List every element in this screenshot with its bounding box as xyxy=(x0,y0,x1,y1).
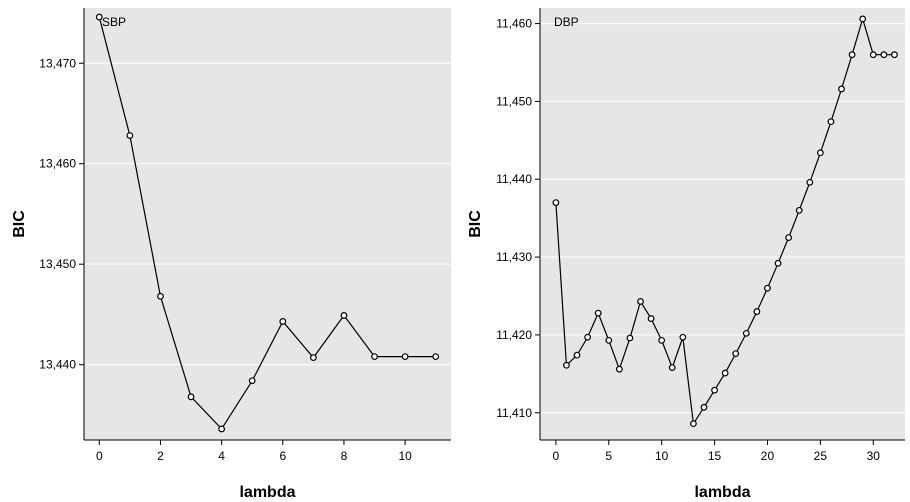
plot-area xyxy=(84,8,451,440)
data-point xyxy=(658,336,666,344)
data-point xyxy=(806,178,814,186)
y-tick-label: 13,460 xyxy=(39,157,76,171)
data-point xyxy=(563,361,570,369)
data-point xyxy=(753,308,761,315)
data-point xyxy=(248,377,256,385)
data-point xyxy=(626,334,634,342)
x-tick-label: 25 xyxy=(814,449,828,463)
x-tick-label: 0 xyxy=(96,449,103,463)
data-point xyxy=(218,425,226,433)
x-tick-label: 6 xyxy=(279,449,286,463)
data-point xyxy=(340,312,348,319)
data-point xyxy=(95,13,103,21)
x-tick-label: 4 xyxy=(218,449,225,463)
data-point xyxy=(552,199,560,206)
data-point xyxy=(690,420,697,428)
x-axis-label: lambda xyxy=(239,484,295,501)
data-point xyxy=(605,336,613,344)
data-point xyxy=(785,234,793,242)
chart-panel-sbp: 13,440 13,450 13,460 13,470 0 2 4 6 8 10 lambda BIC… xyxy=(11,8,451,501)
data-point xyxy=(647,315,655,322)
data-point xyxy=(859,15,867,23)
data-point xyxy=(742,329,750,337)
x-tick-label: 8 xyxy=(341,449,348,463)
data-point xyxy=(764,284,771,292)
data-point xyxy=(838,85,845,93)
data-point xyxy=(700,403,708,411)
data-point xyxy=(309,354,317,362)
y-tick-label: 11,430 xyxy=(496,250,532,264)
data-point xyxy=(615,365,623,373)
x-tick-label: 15 xyxy=(708,449,722,463)
data-point xyxy=(816,149,824,157)
data-point xyxy=(157,292,164,300)
series-line xyxy=(98,16,436,430)
panel-title: DBP xyxy=(554,15,579,29)
y-tick-label: 13,450 xyxy=(39,257,76,271)
data-point xyxy=(732,350,740,358)
data-point xyxy=(848,51,856,59)
data-point xyxy=(126,132,134,139)
data-point xyxy=(432,353,440,361)
data-point xyxy=(891,51,898,59)
data-point xyxy=(637,298,644,305)
x-tick-label: 10 xyxy=(398,449,412,463)
data-point xyxy=(774,259,782,267)
y-tick-label: 11,460 xyxy=(496,17,532,31)
x-tick-label: 5 xyxy=(605,449,612,463)
data-point xyxy=(711,386,718,394)
x-axis-label: lambda xyxy=(694,484,750,501)
panel-title: SBP xyxy=(102,15,126,29)
data-point xyxy=(721,369,729,377)
y-tick-label: 11,410 xyxy=(496,406,532,420)
data-point xyxy=(371,353,378,361)
data-point xyxy=(584,333,592,341)
x-tick-label: 10 xyxy=(655,449,669,463)
x-tick-label: 2 xyxy=(157,449,164,463)
plot-area xyxy=(540,8,905,440)
data-point xyxy=(679,333,687,341)
data-point xyxy=(880,51,888,59)
data-point xyxy=(827,118,835,126)
chart-panel-dbp: 11,410 11,420 11,430 11,440 11,450 11,460 0 5 10… xyxy=(467,8,905,501)
data-point xyxy=(573,351,581,359)
data-point xyxy=(401,353,409,361)
data-point xyxy=(187,393,195,401)
y-axis-label: BIC xyxy=(11,210,28,238)
y-tick-label: 11,440 xyxy=(496,172,532,186)
data-point xyxy=(668,364,676,372)
y-tick-label: 11,420 xyxy=(496,328,532,342)
y-tick-label: 13,470 xyxy=(39,56,76,70)
x-tick-label: 30 xyxy=(867,449,881,463)
data-point xyxy=(594,309,602,317)
y-axis-label: BIC xyxy=(467,210,484,238)
data-point xyxy=(279,318,287,325)
x-tick-label: 0 xyxy=(553,449,560,463)
x-tick-label: 20 xyxy=(761,449,775,463)
y-tick-label: 11,450 xyxy=(496,94,532,108)
data-point xyxy=(795,206,803,214)
y-tick-label: 13,440 xyxy=(39,358,76,372)
data-point xyxy=(869,51,877,59)
